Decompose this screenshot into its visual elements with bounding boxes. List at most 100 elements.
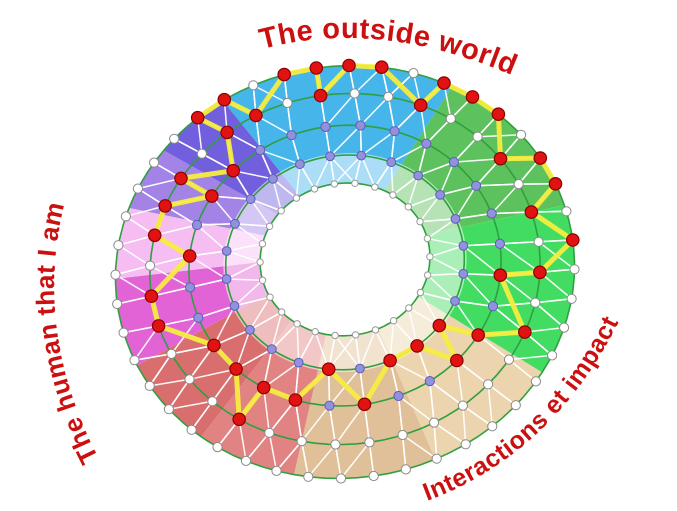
mesh-line	[196, 223, 236, 226]
node	[277, 207, 285, 215]
node	[286, 130, 297, 141]
mesh-line	[134, 353, 172, 361]
node	[487, 421, 498, 432]
mesh-line	[454, 185, 477, 220]
wheel-diagram	[110, 58, 580, 484]
red-node	[220, 125, 234, 140]
red-node	[207, 338, 221, 353]
mesh-line	[245, 432, 270, 462]
mesh-line	[196, 224, 228, 252]
node	[389, 317, 398, 325]
mesh-line	[189, 278, 227, 289]
mesh-line	[439, 161, 455, 196]
mesh-line	[271, 311, 283, 350]
mesh-line	[360, 130, 396, 157]
node	[258, 276, 267, 284]
mesh-line	[462, 405, 467, 445]
node	[368, 470, 379, 482]
mesh-line	[408, 194, 441, 208]
mesh-line	[487, 383, 517, 406]
node	[255, 145, 266, 156]
red-node	[182, 249, 197, 263]
mesh-line	[296, 323, 300, 363]
node	[450, 214, 461, 224]
red-node	[524, 205, 539, 219]
node	[310, 185, 319, 193]
mesh-line	[368, 442, 375, 477]
label-human-that-i-am-text: The human that I am	[30, 199, 104, 469]
mesh-line	[198, 305, 235, 319]
node	[457, 400, 468, 411]
mesh-line	[328, 405, 337, 445]
mesh-line	[454, 300, 494, 307]
red-node	[277, 67, 291, 82]
node	[110, 269, 121, 280]
mesh-line	[137, 177, 182, 190]
red-node	[205, 189, 219, 203]
node	[435, 190, 446, 200]
red-node	[413, 98, 428, 112]
node	[248, 80, 259, 91]
node	[364, 437, 375, 448]
mesh-line	[149, 353, 173, 387]
mesh-line	[333, 155, 362, 185]
highlight-nodes	[144, 58, 580, 427]
mesh-line	[226, 242, 263, 252]
mesh-line	[334, 444, 342, 479]
node	[416, 217, 424, 226]
node	[132, 183, 143, 194]
node	[351, 331, 360, 339]
mesh-line	[456, 360, 464, 406]
mesh-line	[429, 381, 435, 423]
mesh-line	[453, 157, 501, 163]
node	[256, 258, 264, 266]
mesh-line	[334, 403, 366, 445]
red-node	[517, 325, 532, 339]
node	[282, 97, 293, 109]
node	[118, 327, 129, 338]
red-node	[533, 265, 547, 280]
red-node	[226, 163, 240, 178]
red-node	[437, 76, 451, 90]
mesh-line	[429, 256, 464, 275]
node	[349, 88, 360, 99]
mesh-line	[329, 155, 356, 184]
node	[400, 464, 411, 475]
inner-pale-band	[223, 153, 467, 372]
mesh-line	[491, 183, 520, 215]
mesh-line	[354, 334, 361, 369]
mesh-line	[329, 124, 362, 157]
node	[458, 240, 469, 251]
red-node	[548, 177, 563, 191]
red-node	[533, 151, 548, 165]
node	[245, 194, 256, 205]
red-node	[383, 353, 397, 368]
mesh-line	[429, 245, 464, 258]
mesh-line	[301, 405, 331, 442]
mesh-line	[117, 244, 151, 267]
mesh-line	[226, 278, 263, 282]
mesh-line	[272, 178, 297, 199]
mesh-line	[534, 302, 565, 329]
mesh-line	[334, 335, 361, 369]
red-node	[144, 289, 159, 303]
node	[530, 376, 542, 387]
mesh-line	[263, 361, 300, 389]
node	[229, 301, 240, 311]
node	[240, 455, 252, 466]
node	[330, 180, 339, 188]
mesh-line	[238, 419, 247, 462]
mesh-line	[398, 395, 435, 424]
node	[145, 260, 156, 271]
red-node	[342, 58, 356, 73]
mesh-line	[300, 441, 310, 477]
node	[397, 429, 408, 441]
node	[113, 240, 124, 251]
mesh-line	[115, 274, 152, 297]
node	[408, 68, 419, 79]
node	[191, 219, 203, 231]
node	[169, 133, 180, 144]
node	[212, 442, 223, 453]
mesh-line	[353, 93, 362, 126]
